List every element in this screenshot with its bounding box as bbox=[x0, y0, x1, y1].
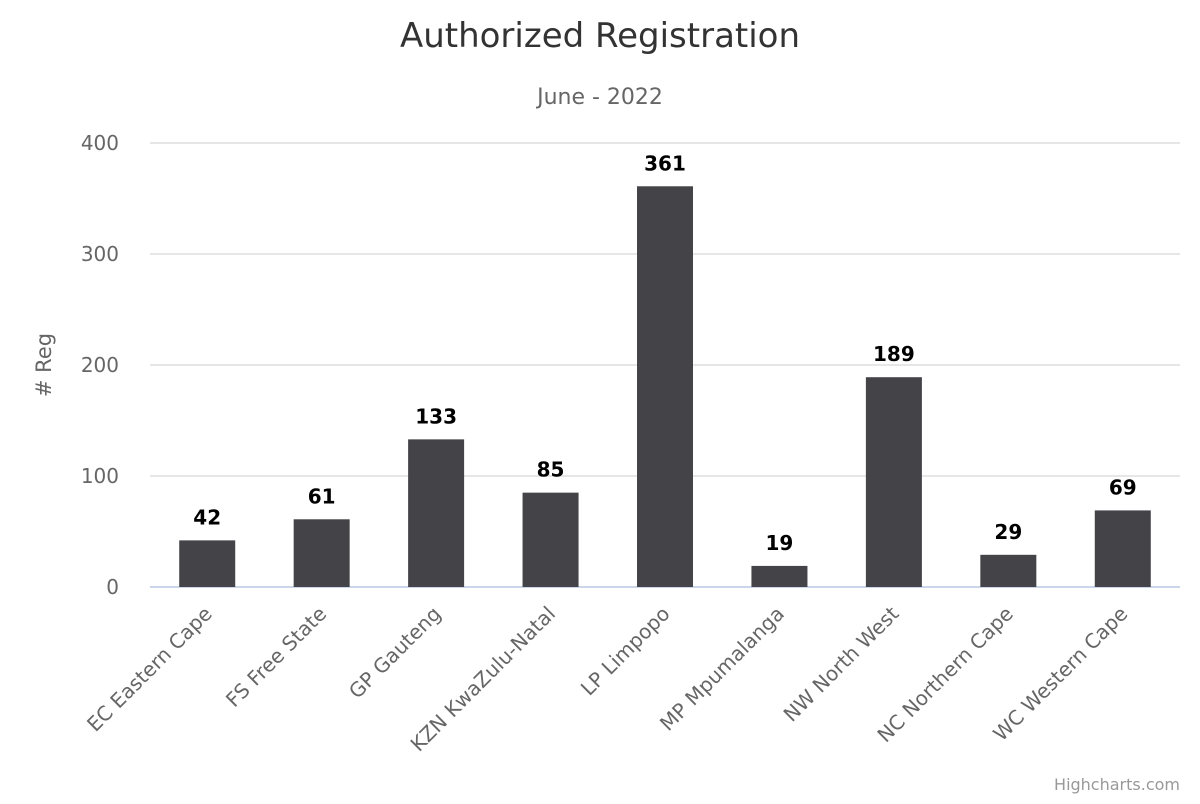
y-tick-label: 0 bbox=[106, 575, 119, 599]
x-tick-label: LP Limpopo bbox=[576, 602, 675, 701]
chart-subtitle: June - 2022 bbox=[535, 85, 663, 110]
x-tick-label: EC Eastern Cape bbox=[82, 602, 217, 737]
bar[interactable] bbox=[522, 492, 579, 587]
bar[interactable] bbox=[293, 519, 350, 587]
data-label: 19 bbox=[766, 531, 794, 555]
bar[interactable] bbox=[637, 186, 693, 588]
bar[interactable] bbox=[865, 377, 922, 587]
bar[interactable] bbox=[179, 540, 236, 587]
bar[interactable] bbox=[408, 439, 465, 587]
y-tick-label: 300 bbox=[81, 242, 119, 266]
data-label: 69 bbox=[1109, 475, 1137, 499]
x-tick-label: FS Free State bbox=[221, 602, 331, 712]
x-tick-label: GP Gauteng bbox=[344, 602, 446, 704]
bar[interactable] bbox=[751, 565, 808, 587]
x-tick-label: MP Mpumalanga bbox=[655, 602, 789, 736]
x-axis-ticks: EC Eastern Cape FS Free State GP GautengKZ… bbox=[82, 601, 1132, 756]
chart-title: Authorized Registration bbox=[400, 16, 800, 56]
data-label: 61 bbox=[308, 484, 336, 508]
data-label: 29 bbox=[994, 520, 1022, 544]
data-label: 42 bbox=[193, 505, 221, 529]
data-label: 361 bbox=[644, 151, 686, 175]
data-labels: 42 61 133 85 361 19 189 29 69 bbox=[193, 151, 1136, 555]
y-axis-ticks: 0 100 200 300 400 bbox=[81, 131, 119, 599]
data-label: 85 bbox=[537, 458, 565, 482]
y-axis-title: # Reg bbox=[32, 333, 56, 397]
y-tick-label: 400 bbox=[81, 131, 119, 155]
data-label: 133 bbox=[415, 404, 457, 428]
data-label: 189 bbox=[873, 342, 915, 366]
bar[interactable] bbox=[1094, 510, 1151, 587]
x-tick-label: NW North West bbox=[779, 601, 904, 726]
y-tick-label: 200 bbox=[81, 353, 119, 377]
y-tick-label: 100 bbox=[81, 464, 119, 488]
highcharts-credits-link[interactable]: Highcharts.com bbox=[1054, 775, 1180, 794]
bar[interactable] bbox=[980, 554, 1037, 587]
bar-series bbox=[179, 186, 1151, 588]
